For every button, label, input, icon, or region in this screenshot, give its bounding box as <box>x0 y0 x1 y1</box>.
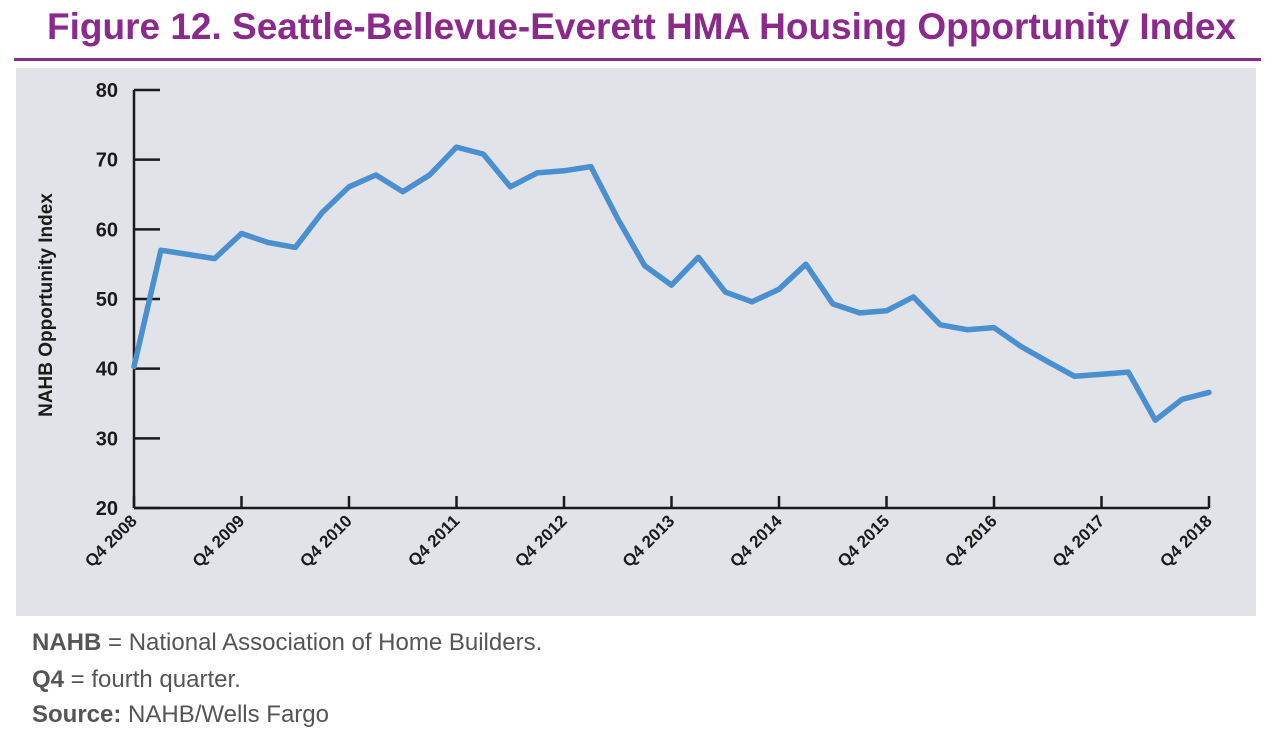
plot-background <box>16 68 1256 616</box>
footnote-separator: = <box>101 629 129 656</box>
y-axis-label: NAHB Opportunity Index <box>36 193 57 417</box>
footnote-text: National Association of Home Builders. <box>128 629 543 656</box>
y-axis: 20 30 40 50 60 70 80 <box>96 80 160 520</box>
footnote-term: Source: <box>32 701 122 728</box>
figure-title: Figure 12. Seattle-Bellevue-Everett HMA … <box>47 6 1236 47</box>
y-tick-label: 50 <box>96 289 118 311</box>
chart-area: 20 30 40 50 60 70 80 Q4 2008 Q4 2009 Q4 2010 Q4 2… <box>16 68 1256 616</box>
footnote-text: fourth quarter. <box>91 666 241 693</box>
footnote-separator: = <box>64 666 92 693</box>
y-tick-label: 60 <box>96 219 118 241</box>
footnote-source: Source: NAHB/Wells Fargo <box>32 701 329 729</box>
series-layer <box>131 144 1212 423</box>
y-tick-label: 70 <box>96 150 118 172</box>
footnote-term: NAHB <box>32 629 102 656</box>
y-tick-label: 80 <box>96 80 118 102</box>
y-tick-label: 20 <box>96 498 118 520</box>
footnote-q4: Q4 = fourth quarter. <box>32 666 241 694</box>
series-line <box>131 144 1212 423</box>
y-tick-label: 40 <box>96 359 118 381</box>
footnote-term: Q4 <box>32 666 65 693</box>
y-tick-label: 30 <box>96 428 118 450</box>
title-divider <box>14 58 1261 61</box>
footnote-nahb: NAHB = National Association of Home Buil… <box>32 629 542 657</box>
footnote-text: NAHB/Wells Fargo <box>128 701 329 728</box>
